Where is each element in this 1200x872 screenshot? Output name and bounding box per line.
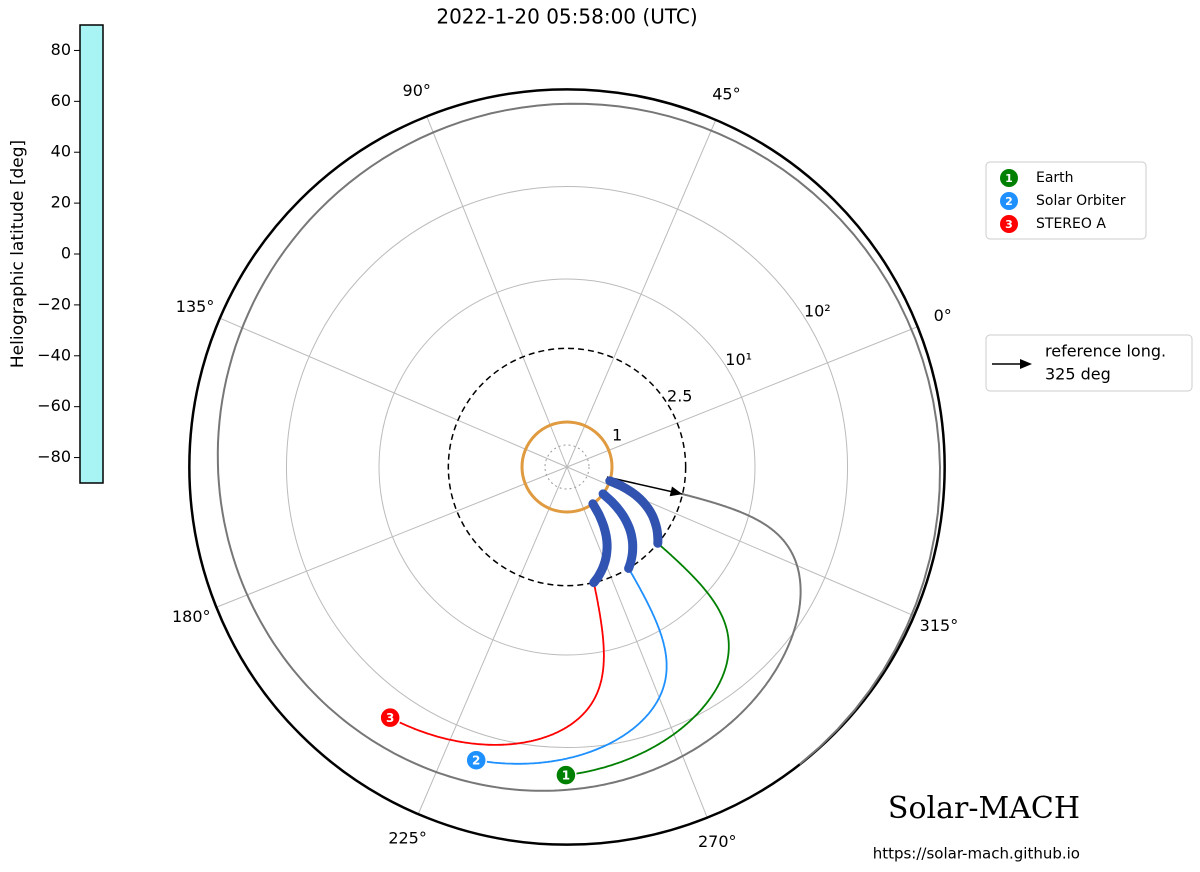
legend-marker xyxy=(1000,215,1018,233)
body-marker-label: 3 xyxy=(386,711,394,725)
chart-title: 2022-1-20 05:58:00 (UTC) xyxy=(436,5,697,29)
theta-tick-label: 180° xyxy=(172,607,211,626)
theta-grid-line xyxy=(219,317,568,468)
colorbar-tick-label: −80 xyxy=(37,447,71,466)
reference-arrowhead xyxy=(669,486,683,497)
reference-legend xyxy=(985,334,1193,392)
legend-marker-label: 2 xyxy=(1005,195,1013,208)
r-tick-label: 10² xyxy=(804,301,831,320)
colorbar-tick-label: −20 xyxy=(37,294,71,313)
field-line xyxy=(389,582,605,746)
source-surface xyxy=(447,347,687,587)
url: https://solar-mach.github.io xyxy=(873,845,1080,863)
footpoint-band xyxy=(598,489,638,573)
theta-grid-line xyxy=(417,466,568,815)
r-tick-label: 10¹ xyxy=(725,350,752,369)
r-tick-label: 2.5 xyxy=(667,387,692,406)
theta-grid-line xyxy=(566,119,717,468)
brand: Solar-MACH xyxy=(888,791,1080,826)
theta-tick-label: 90° xyxy=(403,81,431,100)
theta-tick-label: 225° xyxy=(388,828,427,847)
legend-label: Solar Orbiter xyxy=(1036,193,1126,209)
colorbar-tick-label: 40 xyxy=(51,142,71,161)
r-grid-line xyxy=(285,185,849,749)
field-line xyxy=(476,568,668,765)
theta-tick-label: 135° xyxy=(176,297,215,316)
theta-tick-label: 0° xyxy=(934,306,952,325)
body-marker xyxy=(555,764,577,786)
theta-grid-line xyxy=(566,326,918,468)
legend-label: Earth xyxy=(1036,170,1074,186)
footpoint-band xyxy=(588,499,612,588)
legend-label: STEREO A xyxy=(1036,216,1106,232)
theta-tick-label: 315° xyxy=(920,616,959,635)
legend-marker-label: 1 xyxy=(1005,172,1013,185)
legend xyxy=(985,161,1147,240)
reference-legend-arrowhead xyxy=(1020,359,1032,369)
colorbar-tick-label: 80 xyxy=(51,40,71,59)
colorbar-tick-label: −60 xyxy=(37,396,71,415)
sun-inner xyxy=(544,444,590,490)
colorbar xyxy=(79,24,104,484)
footpoint-band xyxy=(605,476,663,548)
theta-grid-line xyxy=(566,466,708,818)
field-line xyxy=(565,542,730,776)
body-marker xyxy=(379,706,401,729)
legend-marker xyxy=(1000,169,1018,187)
theta-grid-line xyxy=(426,116,568,468)
reference-field-line xyxy=(216,102,942,792)
legend-marker xyxy=(1000,192,1018,210)
body-marker-label: 1 xyxy=(562,769,570,783)
colorbar-label: Heliographic latitude [deg] xyxy=(8,140,28,368)
theta-tick-label: 45° xyxy=(712,85,740,104)
r-tick-label: 1 xyxy=(612,425,622,444)
reference-arrow xyxy=(606,476,683,495)
body-marker-label: 2 xyxy=(472,754,480,768)
body-marker xyxy=(465,749,487,771)
r-grid-line xyxy=(520,420,614,514)
reference-label: reference long. xyxy=(1045,342,1166,361)
reference-value: 325 deg xyxy=(1045,365,1111,384)
outer-frame xyxy=(188,88,946,846)
colorbar-tick-label: −40 xyxy=(37,345,71,364)
colorbar-tick-label: 20 xyxy=(51,193,71,212)
theta-grid-line xyxy=(216,466,568,608)
theta-tick-label: 270° xyxy=(698,832,737,851)
colorbar-tick-label: 60 xyxy=(51,91,71,110)
colorbar-tick-label: 0 xyxy=(61,244,71,263)
r-grid-line xyxy=(378,278,756,656)
polar-grid xyxy=(216,116,918,818)
legend-marker-label: 3 xyxy=(1005,218,1013,231)
